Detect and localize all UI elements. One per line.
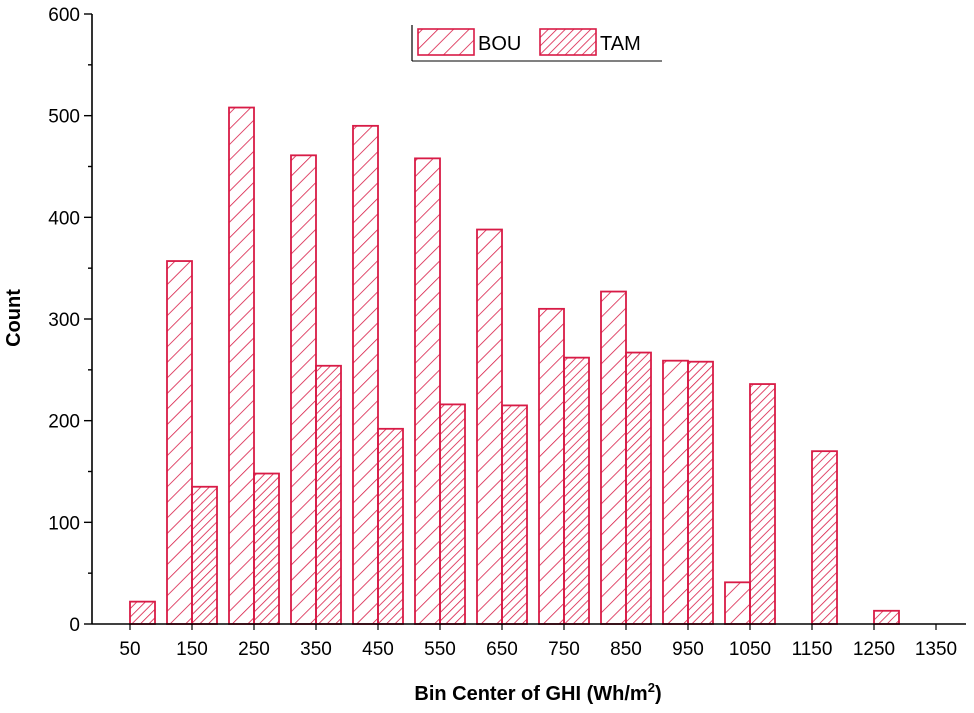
x-tick-label-550: 550 xyxy=(424,639,456,660)
x-tick-label-950: 950 xyxy=(672,639,704,660)
x-tick-label-250: 250 xyxy=(238,639,270,660)
bar-tam-950 xyxy=(687,360,714,625)
bar-bou-850 xyxy=(600,290,627,625)
x-tick-label-50: 50 xyxy=(119,639,140,660)
y-tick-label-400: 400 xyxy=(48,208,80,229)
x-axis-title: Bin Center of GHI (Wh/m2) xyxy=(414,680,661,705)
bar-bou-550 xyxy=(414,157,441,625)
y-tick-label-0: 0 xyxy=(69,615,80,636)
y-tick-label-300: 300 xyxy=(48,310,80,331)
x-axis-title-superscript: 2 xyxy=(648,680,655,695)
x-tick-label-1050: 1050 xyxy=(729,639,771,660)
x-tick-label-1150: 1150 xyxy=(792,639,833,660)
legend-swatch-bou xyxy=(417,28,475,56)
legend-swatch-tam xyxy=(539,28,597,56)
legend-label-tam: TAM xyxy=(600,33,641,55)
axes-group: 0 100 200 300 400 500 600 50 150 250 350 450 550 650 7… xyxy=(48,5,966,660)
bar-tam-650 xyxy=(501,404,528,625)
bar-bou-350 xyxy=(290,154,317,625)
bar-tam-150 xyxy=(191,485,218,625)
legend-label-bou: BOU xyxy=(478,33,521,55)
x-tick-label-850: 850 xyxy=(610,639,642,660)
y-axis-title: Count xyxy=(3,289,25,347)
bar-tam-750 xyxy=(563,356,590,625)
x-tick-label-350: 350 xyxy=(300,639,332,660)
x-axis-title-main: Bin Center of GHI (Wh/m xyxy=(414,683,647,705)
bar-tam-350 xyxy=(315,364,342,625)
bar-tam-1050 xyxy=(749,383,776,625)
bar-bou-250 xyxy=(228,106,255,625)
bar-tam-1150 xyxy=(811,450,838,625)
x-tick-label-650: 650 xyxy=(486,639,518,660)
y-tick-label-500: 500 xyxy=(48,107,80,128)
bar-bou-150 xyxy=(166,260,193,625)
bar-bou-950 xyxy=(662,359,689,625)
x-axis-title-suffix: ) xyxy=(655,683,662,705)
bar-bou-1050 xyxy=(724,581,751,625)
x-tick-label-150: 150 xyxy=(176,639,208,660)
x-tick-label-450: 450 xyxy=(362,639,394,660)
y-tick-label-600: 600 xyxy=(48,5,80,26)
bar-tam-550 xyxy=(439,403,466,625)
bar-tam-50 xyxy=(129,600,156,625)
bar-tam-850 xyxy=(625,351,652,625)
legend: BOU TAM xyxy=(411,25,662,62)
bar-bou-650 xyxy=(476,228,503,625)
y-tick-label-200: 200 xyxy=(48,412,80,433)
bar-bou-750 xyxy=(538,307,565,625)
x-tick-label-1350: 1350 xyxy=(915,639,957,660)
x-tick-label-750: 750 xyxy=(548,639,580,660)
bar-tam-1250 xyxy=(873,609,900,625)
y-tick-label-100: 100 xyxy=(48,513,80,534)
bar-tam-450 xyxy=(377,427,404,625)
bar-tam-250 xyxy=(253,472,280,625)
x-tick-label-1250: 1250 xyxy=(853,639,895,660)
bars-group xyxy=(129,106,900,625)
bar-bou-450 xyxy=(352,124,379,625)
